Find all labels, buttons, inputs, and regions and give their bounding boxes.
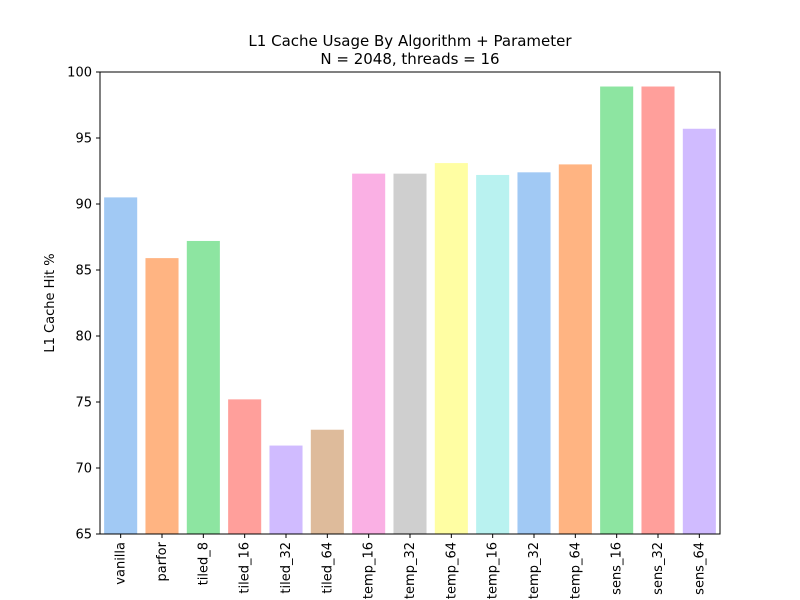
- x-ticks-group: vanilla parfor tiled_8 tiled_16 tiled_32 tile…: [114, 534, 707, 599]
- x-tick-label: tiled_16: [238, 542, 253, 594]
- bar-12: [600, 86, 634, 535]
- x-tick-label: tiled_8: [196, 542, 211, 585]
- bars-group: [104, 86, 716, 535]
- bar-2: [186, 240, 220, 534]
- y-ticks-group: 65 70 75 80 85 90 95 100: [67, 66, 100, 543]
- x-tick-label: sens_64: [692, 542, 707, 595]
- x-tick-label: parfor: [155, 541, 170, 581]
- y-tick-label: 100: [67, 66, 92, 81]
- x-tick-label: temp_16: [486, 542, 501, 599]
- x-tick-label: temp_64: [568, 542, 583, 599]
- chart-subtitle: N = 2048, threads = 16: [320, 50, 499, 68]
- bar-4: [269, 445, 303, 534]
- x-tick-label: temp_32: [403, 542, 418, 599]
- bar-6: [352, 173, 386, 534]
- chart-title: L1 Cache Usage By Algorithm + Parameter: [248, 32, 572, 50]
- y-tick-label: 90: [75, 198, 92, 213]
- y-tick-label: 95: [75, 132, 92, 147]
- y-tick-label: 80: [75, 330, 92, 345]
- x-tick-label: sens_16: [610, 542, 625, 595]
- x-tick-label: tiled_64: [320, 542, 335, 594]
- bar-13: [641, 86, 675, 535]
- bar-1: [145, 258, 179, 534]
- bar-8: [434, 163, 468, 534]
- bar-10: [517, 172, 551, 534]
- bar-14: [682, 128, 716, 534]
- y-axis-label: L1 Cache Hit %: [43, 253, 58, 352]
- y-tick-label: 85: [75, 264, 92, 279]
- x-tick-label: tiled_32: [279, 542, 294, 594]
- x-tick-label: temp_16: [362, 542, 377, 599]
- bar-3: [228, 399, 262, 534]
- bar-11: [558, 164, 592, 534]
- plot-frame: [99, 71, 721, 535]
- bar-7: [393, 173, 427, 534]
- x-tick-label: temp_32: [527, 542, 542, 599]
- x-tick-label: sens_32: [651, 542, 666, 595]
- bar-0: [104, 197, 138, 534]
- x-tick-label: temp_64: [444, 542, 459, 599]
- bar-9: [476, 174, 510, 534]
- x-tick-label: vanilla: [114, 542, 129, 585]
- y-tick-label: 75: [75, 396, 92, 411]
- y-tick-label: 70: [75, 462, 92, 477]
- bar-5: [310, 429, 344, 534]
- y-tick-label: 65: [75, 528, 92, 543]
